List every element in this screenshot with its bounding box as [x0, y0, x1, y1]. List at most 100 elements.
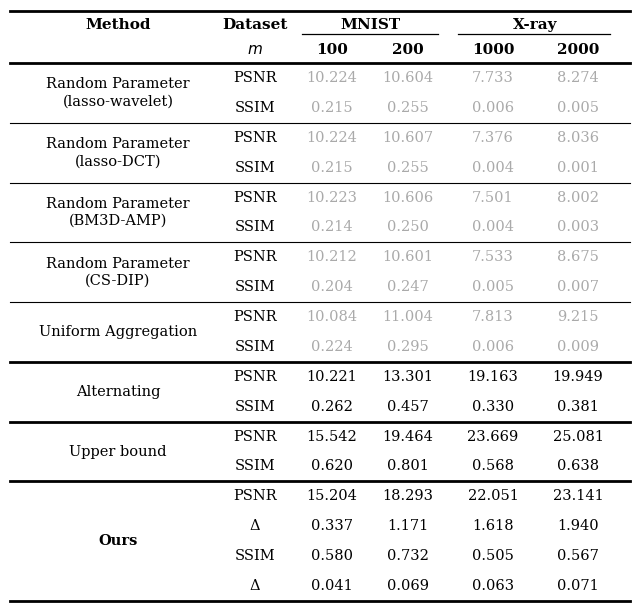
Text: Random Parameter
(CS-DIP): Random Parameter (CS-DIP): [46, 256, 190, 288]
Text: 7.501: 7.501: [472, 191, 514, 205]
Text: 7.733: 7.733: [472, 71, 514, 85]
Text: 1.171: 1.171: [387, 519, 429, 533]
Text: Random Parameter
(lasso-wavelet): Random Parameter (lasso-wavelet): [46, 77, 190, 108]
Text: PSNR: PSNR: [233, 71, 277, 85]
Text: 10.606: 10.606: [382, 191, 434, 205]
Text: 0.567: 0.567: [557, 549, 599, 563]
Text: 10.224: 10.224: [307, 71, 357, 85]
Text: 0.620: 0.620: [311, 460, 353, 474]
Text: SSIM: SSIM: [235, 549, 275, 563]
Text: Method: Method: [85, 18, 151, 32]
Text: Ours: Ours: [99, 534, 138, 548]
Text: 10.224: 10.224: [307, 131, 357, 145]
Text: 19.949: 19.949: [552, 370, 604, 384]
Text: 7.376: 7.376: [472, 131, 514, 145]
Text: 19.163: 19.163: [468, 370, 518, 384]
Text: 0.004: 0.004: [472, 161, 514, 175]
Text: 0.204: 0.204: [311, 280, 353, 294]
Text: 23.141: 23.141: [552, 490, 604, 504]
Text: 15.204: 15.204: [307, 490, 357, 504]
Text: 0.732: 0.732: [387, 549, 429, 563]
Text: 0.337: 0.337: [311, 519, 353, 533]
Text: 19.464: 19.464: [383, 429, 433, 443]
Text: 10.212: 10.212: [307, 250, 357, 264]
Text: 0.330: 0.330: [472, 400, 514, 414]
Text: 0.005: 0.005: [557, 101, 599, 115]
Text: 10.084: 10.084: [307, 310, 358, 324]
Text: 10.601: 10.601: [383, 250, 433, 264]
Text: $m$: $m$: [247, 43, 263, 57]
Text: Dataset: Dataset: [222, 18, 288, 32]
Text: 9.215: 9.215: [557, 310, 599, 324]
Text: SSIM: SSIM: [235, 460, 275, 474]
Text: 8.002: 8.002: [557, 191, 599, 205]
Text: PSNR: PSNR: [233, 250, 277, 264]
Text: 1000: 1000: [472, 43, 515, 57]
Text: PSNR: PSNR: [233, 429, 277, 443]
Text: 0.214: 0.214: [311, 220, 353, 234]
Text: 1.618: 1.618: [472, 519, 514, 533]
Text: 18.293: 18.293: [383, 490, 433, 504]
Text: 0.381: 0.381: [557, 400, 599, 414]
Text: 0.250: 0.250: [387, 220, 429, 234]
Text: 0.580: 0.580: [311, 549, 353, 563]
Text: 0.295: 0.295: [387, 340, 429, 354]
Text: Δ: Δ: [250, 519, 260, 533]
Text: X-ray: X-ray: [513, 18, 557, 32]
Text: 10.607: 10.607: [383, 131, 433, 145]
Text: Random Parameter
(BM3D-AMP): Random Parameter (BM3D-AMP): [46, 197, 190, 228]
Text: 0.247: 0.247: [387, 280, 429, 294]
Text: Random Parameter
(lasso-DCT): Random Parameter (lasso-DCT): [46, 137, 190, 168]
Text: SSIM: SSIM: [235, 280, 275, 294]
Text: PSNR: PSNR: [233, 131, 277, 145]
Text: 0.006: 0.006: [472, 101, 514, 115]
Text: SSIM: SSIM: [235, 161, 275, 175]
Text: 7.533: 7.533: [472, 250, 514, 264]
Text: Alternating: Alternating: [76, 385, 160, 399]
Text: SSIM: SSIM: [235, 220, 275, 234]
Text: 13.301: 13.301: [383, 370, 433, 384]
Text: PSNR: PSNR: [233, 370, 277, 384]
Text: PSNR: PSNR: [233, 191, 277, 205]
Text: Upper bound: Upper bound: [69, 445, 167, 459]
Text: 2000: 2000: [557, 43, 599, 57]
Text: 22.051: 22.051: [468, 490, 518, 504]
Text: 0.255: 0.255: [387, 101, 429, 115]
Text: 0.262: 0.262: [311, 400, 353, 414]
Text: 8.036: 8.036: [557, 131, 599, 145]
Text: 0.069: 0.069: [387, 579, 429, 593]
Text: 23.669: 23.669: [467, 429, 518, 443]
Text: 8.274: 8.274: [557, 71, 599, 85]
Text: Uniform Aggregation: Uniform Aggregation: [39, 325, 197, 339]
Text: 10.223: 10.223: [307, 191, 358, 205]
Text: SSIM: SSIM: [235, 340, 275, 354]
Text: 0.071: 0.071: [557, 579, 599, 593]
Text: 8.675: 8.675: [557, 250, 599, 264]
Text: 0.224: 0.224: [311, 340, 353, 354]
Text: 15.542: 15.542: [307, 429, 357, 443]
Text: 11.004: 11.004: [383, 310, 433, 324]
Text: 0.801: 0.801: [387, 460, 429, 474]
Text: 0.215: 0.215: [311, 161, 353, 175]
Text: 0.638: 0.638: [557, 460, 599, 474]
Text: 0.255: 0.255: [387, 161, 429, 175]
Text: 0.006: 0.006: [472, 340, 514, 354]
Text: 100: 100: [316, 43, 348, 57]
Text: 7.813: 7.813: [472, 310, 514, 324]
Text: 1.940: 1.940: [557, 519, 599, 533]
Text: 10.221: 10.221: [307, 370, 357, 384]
Text: 0.005: 0.005: [472, 280, 514, 294]
Text: 10.604: 10.604: [383, 71, 433, 85]
Text: 0.007: 0.007: [557, 280, 599, 294]
Text: 0.001: 0.001: [557, 161, 599, 175]
Text: SSIM: SSIM: [235, 101, 275, 115]
Text: 0.003: 0.003: [557, 220, 599, 234]
Text: 0.063: 0.063: [472, 579, 514, 593]
Text: SSIM: SSIM: [235, 400, 275, 414]
Text: 0.568: 0.568: [472, 460, 514, 474]
Text: 0.215: 0.215: [311, 101, 353, 115]
Text: PSNR: PSNR: [233, 490, 277, 504]
Text: Δ: Δ: [250, 579, 260, 593]
Text: 200: 200: [392, 43, 424, 57]
Text: 0.009: 0.009: [557, 340, 599, 354]
